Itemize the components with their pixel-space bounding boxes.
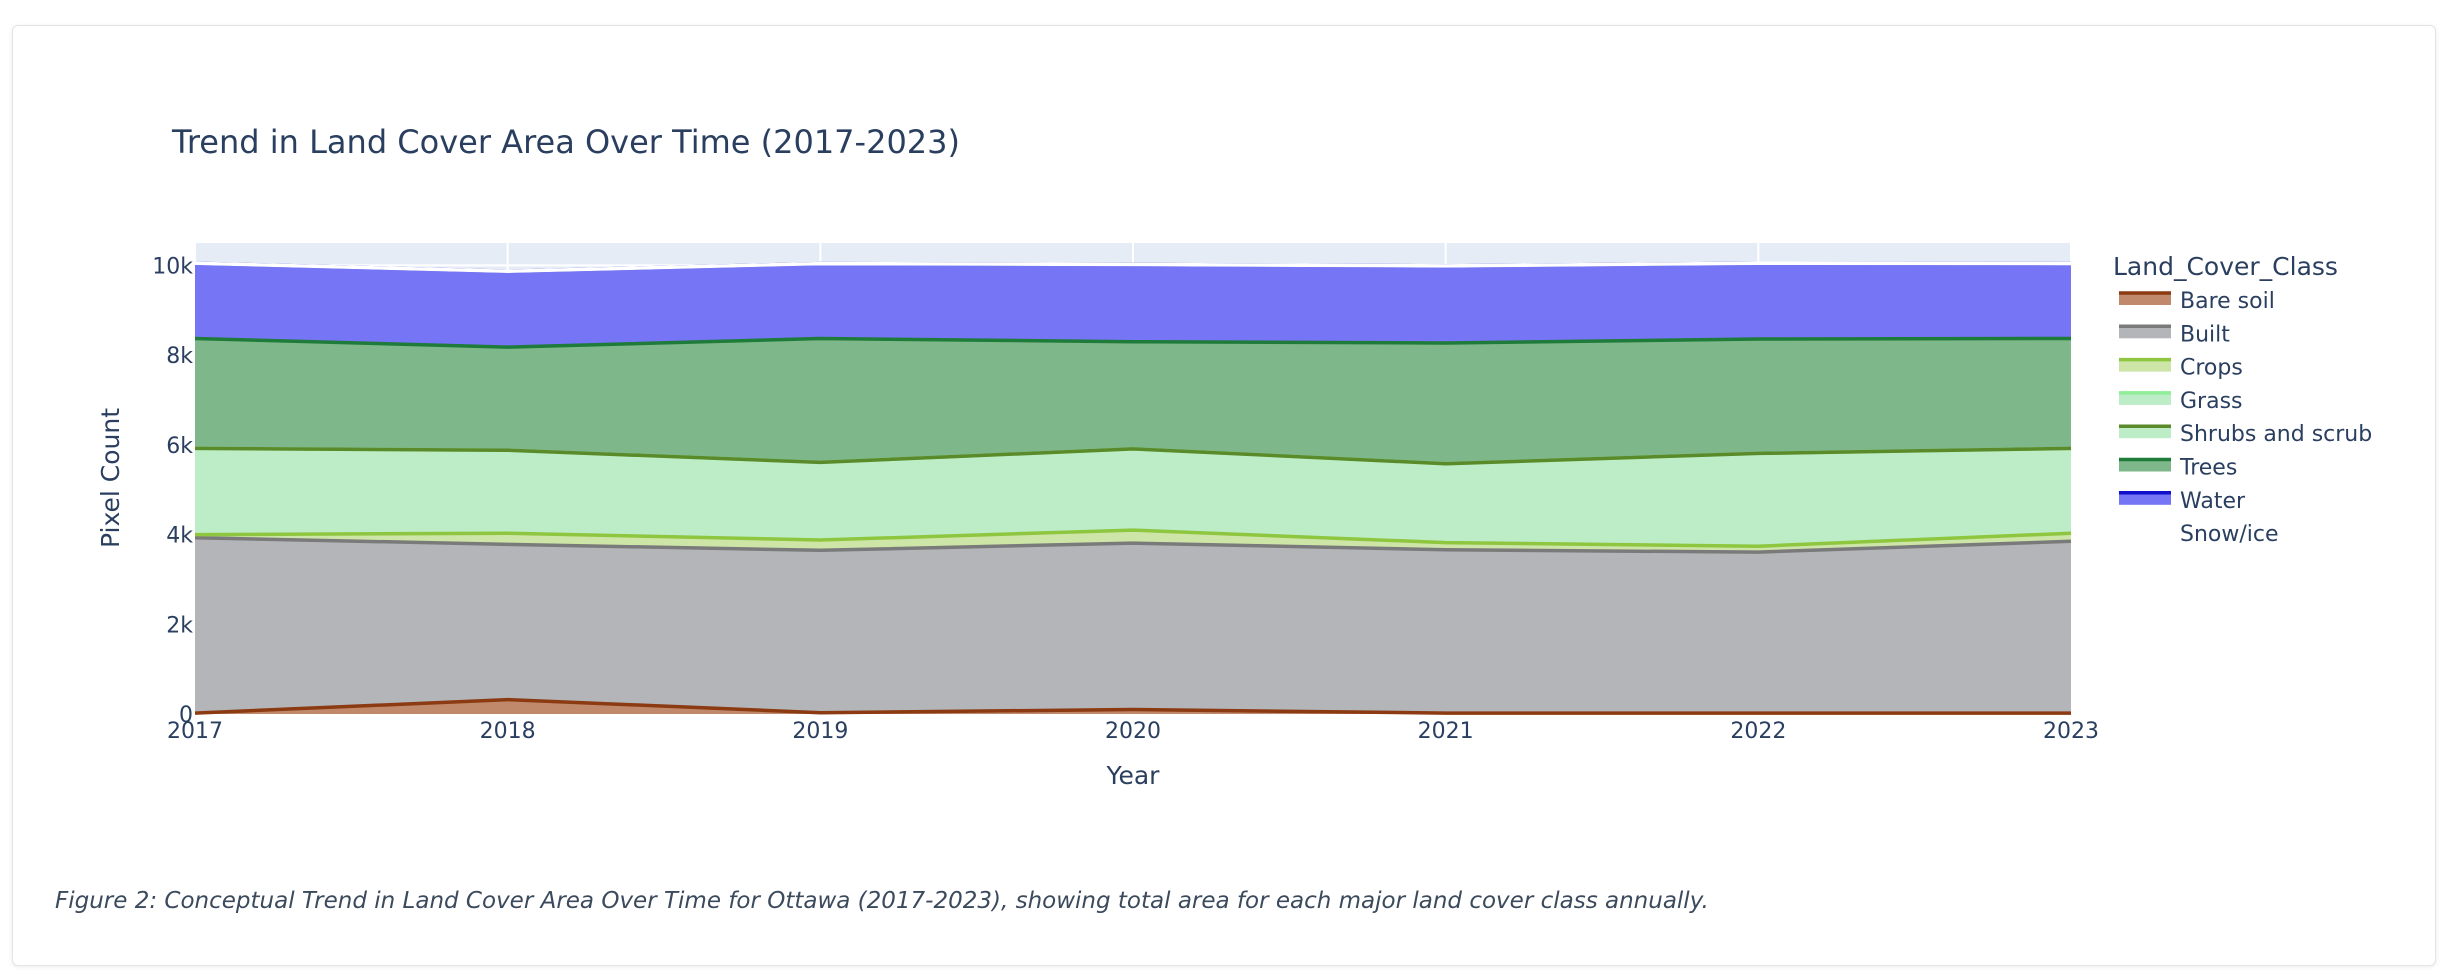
y-tick-label: 4k: [166, 524, 193, 549]
legend-item-trees[interactable]: Trees: [2119, 456, 2237, 481]
axis-ticks: 2017 2018 2019 2020 2021 2022 2023 0 2k 4k 6k 8k 10k: [152, 254, 2099, 744]
legend-label: Trees: [2179, 456, 2237, 481]
legend-swatch: [2119, 392, 2171, 405]
area-water: [195, 263, 2071, 348]
legend-item-bare-soil[interactable]: Bare soil: [2119, 289, 2275, 314]
legend-swatch: [2119, 459, 2171, 472]
legend-item-shrubs-and-scrub[interactable]: Shrubs and scrub: [2119, 422, 2372, 447]
legend-swatch: [2119, 359, 2171, 372]
x-tick-label: 2022: [1730, 719, 1786, 744]
chart-title: Trend in Land Cover Area Over Time (2017…: [171, 123, 960, 161]
legend-label: Built: [2180, 322, 2230, 347]
legend-swatch: [2119, 293, 2171, 305]
y-tick-label: 0: [179, 703, 193, 728]
x-tick-label: 2018: [480, 719, 536, 744]
x-tick-label: 2017: [167, 719, 223, 744]
legend-label: Bare soil: [2180, 289, 2275, 314]
line-trees: [194, 336, 2072, 349]
legend: Land_Cover_Class Bare soil Built Crops Gras…: [2113, 252, 2372, 547]
legend-item-snow-ice[interactable]: Snow/ice: [2119, 522, 2279, 547]
x-tick-label: 2023: [2043, 719, 2099, 744]
legend-swatch: [2119, 426, 2171, 439]
area-grass: [195, 448, 2071, 547]
line-bare-soil: [194, 697, 2071, 715]
area-trees: [195, 338, 2071, 464]
y-tick-label: 10k: [152, 254, 193, 279]
line-snow-ice: [194, 261, 2072, 274]
figure-caption: Figure 2: Conceptual Trend in Land Cover…: [55, 888, 1709, 914]
y-axis-label: Pixel Count: [96, 408, 125, 548]
legend-item-water[interactable]: Water: [2119, 489, 2246, 514]
legend-item-built[interactable]: Built: [2119, 322, 2230, 347]
legend-label: Snow/ice: [2180, 522, 2279, 547]
y-tick-label: 6k: [166, 434, 193, 459]
x-tick-label: 2019: [792, 719, 848, 744]
legend-swatch: [2119, 326, 2171, 339]
y-tick-label: 2k: [166, 613, 193, 638]
legend-label: Crops: [2180, 356, 2243, 381]
x-tick-label: 2021: [1418, 719, 1474, 744]
legend-item-crops[interactable]: Crops: [2119, 356, 2243, 381]
legend-label: Grass: [2180, 389, 2243, 414]
area-built: [195, 537, 2071, 714]
legend-label: Water: [2180, 489, 2246, 514]
x-axis-label: Year: [1106, 761, 1161, 790]
y-tick-label: 8k: [166, 344, 193, 369]
legend-label: Shrubs and scrub: [2180, 422, 2372, 447]
line-built: [194, 535, 2072, 554]
area-bare-soil: [195, 699, 2071, 714]
legend-swatch: [2119, 492, 2171, 505]
x-tick-label: 2020: [1105, 719, 1161, 744]
legend-title: Land_Cover_Class: [2113, 252, 2338, 281]
legend-swatch: [2119, 526, 2171, 539]
legend-item-grass[interactable]: Grass: [2119, 389, 2243, 414]
area-series: [194, 261, 2072, 715]
line-crops: [194, 528, 2072, 548]
line-shrubs-and-scrub: [194, 446, 2072, 466]
